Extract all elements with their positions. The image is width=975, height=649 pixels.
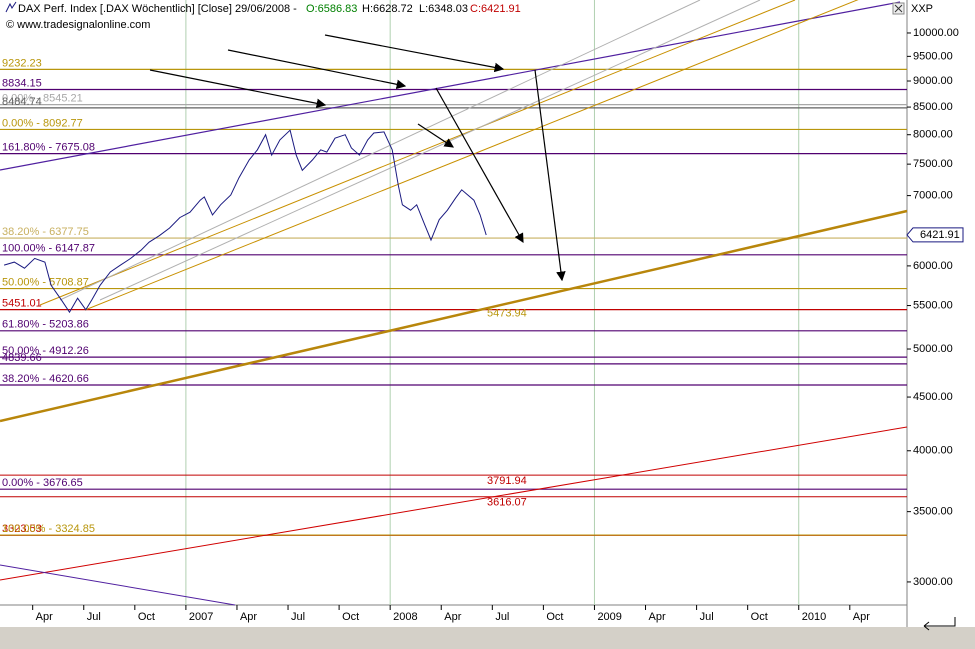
grid [185,0,800,605]
arrow [435,87,524,244]
x-tick-label: Apr [36,611,53,623]
x-tick-label: Apr [240,611,257,623]
level-label: 3791.94 [487,475,527,487]
x-tick-label: Jul [291,611,305,623]
chart-title: DAX Perf. Index [.DAX Wöchentlich] [Clos… [18,3,297,15]
y-tick-label: 9500.00 [913,50,953,62]
x-tick-label: Jul [87,611,101,623]
level-label: 61.80% - 5203.86 [2,319,89,331]
level-label: 5451.01 [2,298,42,310]
arrow [417,123,455,148]
x-tick-label: Jul [700,611,714,623]
x-tick-label: 2007 [189,611,213,623]
level-label: 4839.66 [2,352,42,364]
level-label: 8834.15 [2,77,42,89]
y-tick-label: 9000.00 [913,75,953,87]
trend-line [0,564,236,606]
y-tick-label: 8500.00 [913,101,953,113]
source: © www.tradesignalonline.com [6,19,150,31]
arrow [227,49,407,90]
last-price-tag [906,227,964,243]
arrow [149,69,327,109]
arrow [324,34,505,73]
status-bar [0,627,975,649]
level-label: 9232.23 [2,57,42,69]
x-tick-label: Oct [546,611,563,623]
right-axis-area [907,0,975,649]
low-value: L:6348.03 [419,3,468,15]
level-label: 100.00% - 3324.85 [2,523,95,535]
symbol: XXP [911,3,933,15]
x-tick-label: 2008 [393,611,417,623]
arrows [149,34,566,282]
y-tick-label: 8000.00 [913,129,953,141]
trend-line [99,0,761,301]
level-label: 3323.53 [2,523,42,535]
y-tick-label: 5500.00 [913,299,953,311]
trend-line [59,0,701,301]
y-tick-label: 4500.00 [913,391,953,403]
x-tick-label: Oct [138,611,155,623]
x-tick-label: Oct [342,611,359,623]
x-tick-label: Apr [853,611,870,623]
y-tick-label: 7000.00 [913,190,953,202]
y-tick-label: 3500.00 [913,506,953,518]
x-tick-label: Apr [444,611,461,623]
y-tick-label: 3000.00 [913,576,953,588]
y-tick-label: 10000.00 [913,27,959,39]
x-tick-label: Oct [751,611,768,623]
y-tick-label: 7500.00 [913,158,953,170]
level-label: 50.00% - 4912.26 [2,345,89,357]
open-value: O:6586.83 [306,3,357,15]
level-label: 50.00% - 5708.87 [2,276,89,288]
level-label: 5473.94 [487,308,527,320]
level-label: 38.20% - 4620.66 [2,373,89,385]
y-tick-label: 6000.00 [913,260,953,272]
high-value: H:6628.72 [362,3,413,15]
arrow [534,69,566,282]
close-value: C:6421.91 [470,3,521,15]
x-tick-label: 2009 [597,611,621,623]
y-tick-label: 4000.00 [913,445,953,457]
level-label: 0.00% - 3676.65 [2,477,83,489]
trend-line [0,426,908,581]
trend-line [84,0,859,311]
level-label: 0.00% - 8545.21 [2,93,83,105]
line-icon [5,1,17,13]
x-tick-label: Apr [649,611,666,623]
y-tick-label: 5000.00 [913,343,953,355]
trend-line [0,1,901,171]
level-label: 3616.07 [487,497,527,509]
price-line [3,129,487,314]
scroll-icon[interactable] [923,617,956,631]
trend-line [0,209,908,423]
x-tick-label: 2010 [802,611,826,623]
close-icon [894,4,903,13]
level-label: 8484.74 [2,96,42,108]
trend-line [39,0,796,306]
level-label: 161.80% - 7675.08 [2,142,95,154]
level-label: 0.00% - 8092.77 [2,117,83,129]
trend-lines [0,0,908,606]
level-label: 100.00% - 6147.87 [2,243,95,255]
level-label: 38.20% - 6377.75 [2,226,89,238]
x-tick-label: Jul [495,611,509,623]
last-price-label: 6421.91 [920,229,960,241]
